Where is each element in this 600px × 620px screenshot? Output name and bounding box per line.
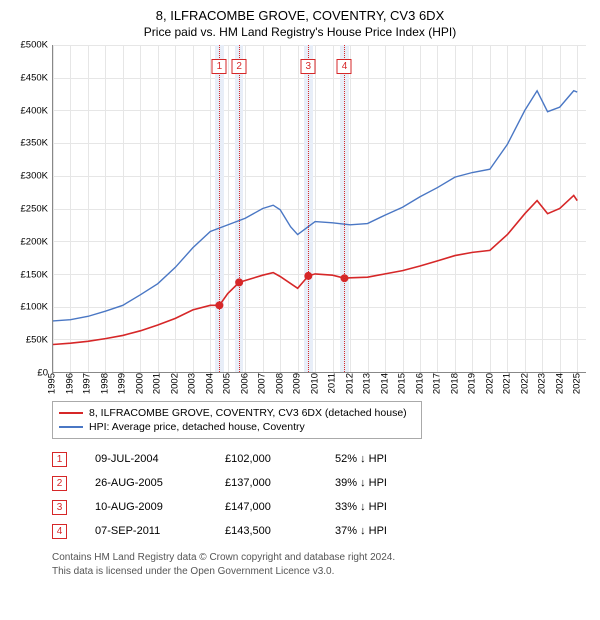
table-row: 1 09-JUL-2004£102,00052% ↓ HPI xyxy=(52,447,590,471)
x-tick-label: 1996 xyxy=(64,373,75,394)
y-tick-label: £100K xyxy=(10,302,50,313)
table-pct: 39% ↓ HPI xyxy=(335,477,455,489)
legend-swatch xyxy=(59,426,83,428)
table-row: 3 10-AUG-2009£147,00033% ↓ HPI xyxy=(52,495,590,519)
x-tick-label: 2019 xyxy=(467,373,478,394)
x-tick-label: 2011 xyxy=(327,373,338,393)
table-price: £137,000 xyxy=(225,477,335,489)
x-tick-label: 2025 xyxy=(572,373,583,394)
x-tick-label: 2024 xyxy=(554,373,565,394)
x-tick-label: 2006 xyxy=(239,373,250,394)
series-hpi xyxy=(53,91,577,321)
event-line xyxy=(239,45,240,372)
legend-row: 8, ILFRACOMBE GROVE, COVENTRY, CV3 6DX (… xyxy=(59,406,415,420)
x-tick-label: 2007 xyxy=(257,373,268,394)
table-pct: 52% ↓ HPI xyxy=(335,453,455,465)
x-tick-label: 2018 xyxy=(449,373,460,394)
legend-swatch xyxy=(59,412,83,414)
table-date: 09-JUL-2004 xyxy=(95,453,225,465)
y-tick-label: £0 xyxy=(10,368,50,379)
event-badge: 1 xyxy=(212,59,227,74)
x-tick-label: 1995 xyxy=(47,373,58,394)
x-tick-label: 2023 xyxy=(537,373,548,394)
table-date: 10-AUG-2009 xyxy=(95,501,225,513)
table-date: 26-AUG-2005 xyxy=(95,477,225,489)
event-badge: 3 xyxy=(301,59,316,74)
x-tick-label: 2016 xyxy=(414,373,425,394)
legend-row: HPI: Average price, detached house, Cove… xyxy=(59,420,415,434)
table-badge: 4 xyxy=(52,524,67,539)
y-tick-label: £500K xyxy=(10,40,50,51)
table-badge: 2 xyxy=(52,476,67,491)
x-tick-label: 2002 xyxy=(169,373,180,394)
y-tick-label: £350K xyxy=(10,138,50,149)
legend-label: HPI: Average price, detached house, Cove… xyxy=(89,421,305,433)
table-row: 2 26-AUG-2005£137,00039% ↓ HPI xyxy=(52,471,590,495)
x-tick-label: 2022 xyxy=(519,373,530,394)
x-tick-label: 2014 xyxy=(379,373,390,394)
y-tick-label: £450K xyxy=(10,72,50,83)
x-axis: 1995199619971998199920002001200220032004… xyxy=(52,373,586,395)
y-tick-label: £400K xyxy=(10,105,50,116)
x-tick-label: 2017 xyxy=(432,373,443,394)
y-tick-label: £50K xyxy=(10,335,50,346)
y-tick-label: £250K xyxy=(10,204,50,215)
footnote: Contains HM Land Registry data © Crown c… xyxy=(52,551,590,578)
table-price: £147,000 xyxy=(225,501,335,513)
x-tick-label: 2004 xyxy=(204,373,215,394)
footnote-line-1: Contains HM Land Registry data © Crown c… xyxy=(52,551,590,565)
x-tick-label: 2015 xyxy=(397,373,408,394)
table-badge: 3 xyxy=(52,500,67,515)
x-tick-label: 2003 xyxy=(187,373,198,394)
chart-area: £0 £50K £100K £150K £200K £250K £300K £350K £400… xyxy=(10,45,590,395)
x-tick-label: 2008 xyxy=(274,373,285,394)
y-tick-label: £200K xyxy=(10,236,50,247)
legend-label: 8, ILFRACOMBE GROVE, COVENTRY, CV3 6DX (… xyxy=(89,407,407,419)
chart-titles: 8, ILFRACOMBE GROVE, COVENTRY, CV3 6DX P… xyxy=(10,8,590,39)
event-badge: 2 xyxy=(232,59,247,74)
table-row: 4 07-SEP-2011£143,50037% ↓ HPI xyxy=(52,519,590,543)
chart-svg xyxy=(53,45,586,372)
y-tick-label: £150K xyxy=(10,269,50,280)
x-tick-label: 1997 xyxy=(82,373,93,394)
event-line xyxy=(219,45,220,372)
title-line-2: Price paid vs. HM Land Registry's House … xyxy=(10,25,590,39)
footnote-line-2: This data is licensed under the Open Gov… xyxy=(52,565,590,579)
table-badge: 1 xyxy=(52,452,67,467)
table-date: 07-SEP-2011 xyxy=(95,525,225,537)
table-price: £102,000 xyxy=(225,453,335,465)
x-tick-label: 2005 xyxy=(222,373,233,394)
table-price: £143,500 xyxy=(225,525,335,537)
event-badge: 4 xyxy=(337,59,352,74)
series-property xyxy=(53,195,577,344)
plot-area: 12 3 4 xyxy=(52,45,586,373)
x-tick-label: 1999 xyxy=(117,373,128,394)
sales-table: 1 09-JUL-2004£102,00052% ↓ HPI 2 26-AUG-200… xyxy=(52,447,590,543)
event-line xyxy=(344,45,345,372)
x-tick-label: 1998 xyxy=(99,373,110,394)
legend: 8, ILFRACOMBE GROVE, COVENTRY, CV3 6DX (… xyxy=(52,401,422,439)
x-tick-label: 2009 xyxy=(292,373,303,394)
x-tick-label: 2000 xyxy=(134,373,145,394)
y-axis: £0£50K£100K£150K£200K£250K£300K£350K£400… xyxy=(10,45,50,373)
x-tick-label: 2020 xyxy=(484,373,495,394)
title-line-1: 8, ILFRACOMBE GROVE, COVENTRY, CV3 6DX xyxy=(10,8,590,23)
x-tick-label: 2010 xyxy=(309,373,320,394)
table-pct: 33% ↓ HPI xyxy=(335,501,455,513)
x-tick-label: 2012 xyxy=(344,373,355,394)
event-line xyxy=(308,45,309,372)
y-tick-label: £300K xyxy=(10,171,50,182)
x-tick-label: 2021 xyxy=(502,373,513,394)
x-tick-label: 2013 xyxy=(362,373,373,394)
x-tick-label: 2001 xyxy=(152,373,163,394)
table-pct: 37% ↓ HPI xyxy=(335,525,455,537)
